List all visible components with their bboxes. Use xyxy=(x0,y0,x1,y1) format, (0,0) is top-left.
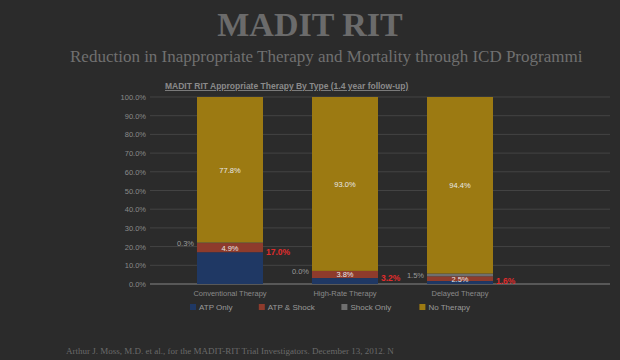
y-tick-label: 0.0% xyxy=(129,280,146,289)
legend-swatch xyxy=(341,304,347,310)
y-tick-label: 60.0% xyxy=(125,168,147,177)
bar-segment xyxy=(197,243,263,252)
data-label: 4.9% xyxy=(221,244,238,253)
bar-segment xyxy=(427,97,493,274)
data-label: 3.8% xyxy=(336,270,353,279)
y-tick-label: 40.0% xyxy=(125,205,147,214)
y-tick-label: 10.0% xyxy=(125,261,147,270)
slide: MADIT RIT Reduction in Inappropriate Ther… xyxy=(0,0,620,360)
data-label: 77.8% xyxy=(219,166,241,175)
y-tick-label: 50.0% xyxy=(125,187,147,196)
footnote: Arthur J. Moss, M.D. et al., for the MAD… xyxy=(66,346,394,356)
data-label: 0.3% xyxy=(177,239,194,248)
legend-swatch xyxy=(190,304,196,310)
y-tick-label: 100.0% xyxy=(121,93,147,102)
data-label: 1.5% xyxy=(407,271,424,280)
legend-label: ATP Only xyxy=(199,303,233,312)
grid xyxy=(150,97,610,284)
slide-subtitle: Reduction in Inappropriate Therapy and M… xyxy=(70,47,583,66)
data-labels: 17.0% 4.9% 0.3% 77.8% 3.2% 3.8% 0.0% 93.0% 1.6% 2… xyxy=(177,166,516,286)
x-tick-label: Delayed Therapy xyxy=(432,289,489,298)
data-label: 0.0% xyxy=(292,267,309,276)
y-tick-label: 80.0% xyxy=(125,130,147,139)
x-tick-label: High-Rate Therapy xyxy=(313,289,376,298)
y-tick-label: 70.0% xyxy=(125,149,147,158)
slide-title: MADIT RIT xyxy=(217,6,403,43)
bar-segment xyxy=(197,97,263,242)
y-tick-label: 20.0% xyxy=(125,243,147,252)
legend-swatch xyxy=(259,304,265,310)
data-label: 93.0% xyxy=(334,180,356,189)
legend-label: No Therapy xyxy=(428,303,470,312)
legend-swatch xyxy=(419,304,425,310)
legend: ATP Only ATP & Shock Shock Only No Therapy xyxy=(190,303,470,312)
data-label: 3.2% xyxy=(381,273,401,283)
bars xyxy=(197,97,493,284)
data-label: 94.4% xyxy=(449,181,471,190)
y-tick-label: 30.0% xyxy=(125,224,147,233)
bar-segment xyxy=(312,97,378,271)
x-tick-label: Conventional Therapy xyxy=(193,289,266,298)
legend-label: ATP & Shock xyxy=(268,303,316,312)
data-label: 1.6% xyxy=(496,276,516,286)
y-tick-label: 90.0% xyxy=(125,112,147,121)
data-label: 17.0% xyxy=(266,247,291,257)
data-label: 2.5% xyxy=(451,275,468,284)
legend-label: Shock Only xyxy=(350,303,391,312)
chart-title: MADIT RIT Appropriate Therapy By Type (1… xyxy=(165,81,408,91)
bar-segment xyxy=(197,252,263,284)
background xyxy=(0,0,620,360)
